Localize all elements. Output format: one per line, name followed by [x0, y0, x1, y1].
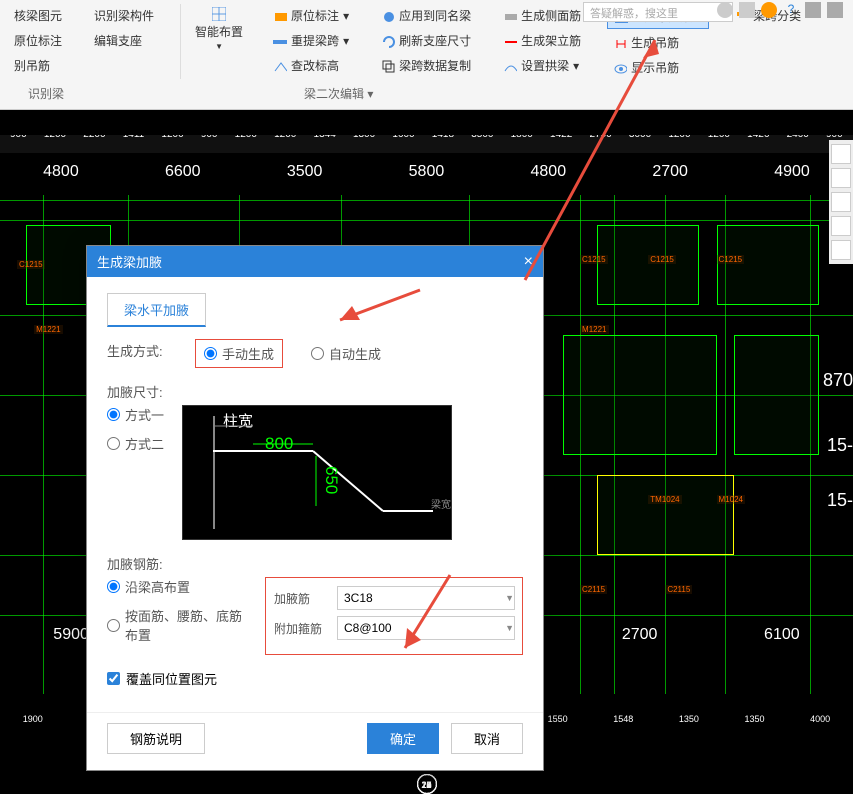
input-extra-stirrup[interactable]: [337, 616, 515, 640]
top-icons: ?: [717, 2, 843, 18]
right-dim-1: 870: [823, 370, 853, 391]
cad-tag: M1024: [717, 495, 745, 504]
beam-icon: [503, 9, 517, 23]
radio-mode2[interactable]: 方式二: [107, 434, 164, 453]
cad-tag: C2115: [665, 585, 692, 594]
tool-2[interactable]: [831, 168, 851, 188]
ribbon-gen-side[interactable]: 生成侧面筋: [497, 4, 587, 27]
dropdown-icon[interactable]: ▼: [505, 593, 514, 603]
ribbon-respan[interactable]: 重提梁跨 ▾: [267, 29, 355, 52]
search-input[interactable]: 答疑解惑，搜这里: [583, 2, 733, 22]
dim-row-top: 480066003500 580048002700 4900: [0, 163, 853, 181]
diagram-h-dim: 800: [265, 434, 293, 454]
ok-button[interactable]: 确定: [367, 723, 439, 754]
ribbon-annot-a[interactable]: 原位标注 ▾: [267, 4, 355, 27]
cad-tag: C1215: [717, 255, 745, 264]
help-button[interactable]: 钢筋说明: [107, 723, 205, 754]
ribbon-smart-layout[interactable]: 智能布置▼: [189, 4, 249, 54]
cad-tag: M1221: [34, 325, 62, 334]
ruler-top: 90012002200 14111200900 120012001344 130…: [0, 135, 853, 153]
tool-3[interactable]: [831, 192, 851, 212]
dialog-header[interactable]: 生成梁加腋 ×: [87, 246, 543, 277]
ribbon-orig-annot[interactable]: 原位标注: [8, 29, 68, 52]
label-gen-mode: 生成方式:: [107, 339, 177, 360]
radio-mode1[interactable]: 方式一: [107, 405, 164, 424]
checkbox-overwrite[interactable]: 覆盖同位置图元: [107, 669, 523, 688]
radio-by-bars[interactable]: 按面筋、腰筋、底筋布置: [107, 606, 247, 644]
checkbox-overwrite-input[interactable]: [107, 672, 120, 685]
refresh-icon: [381, 34, 395, 48]
ribbon-check-beam[interactable]: 核梁图元: [8, 4, 68, 27]
shirt-icon[interactable]: [805, 2, 821, 18]
group-label-1: 识别梁: [28, 85, 64, 102]
right-toolbar: [829, 140, 853, 264]
group-label-2: 梁二次编辑 ▾: [304, 85, 373, 102]
eye-icon: [613, 61, 627, 75]
hanger-icon: [613, 36, 627, 50]
radio-manual-input[interactable]: [204, 347, 217, 360]
cad-tag: TM1024: [648, 495, 681, 504]
radio-auto[interactable]: 自动生成: [311, 344, 381, 363]
ribbon-toolbar: 答疑解惑，搜这里 ? 核梁图元 原位标注 别吊筋 识别梁构件 编辑支座 智能布置…: [0, 0, 853, 110]
radio-auto-input[interactable]: [311, 347, 324, 360]
ribbon-show-hanger[interactable]: 显示吊筋: [607, 56, 709, 79]
help-icon[interactable]: [761, 2, 777, 18]
arch-icon: [503, 59, 517, 73]
dropdown-icon[interactable]: ▼: [505, 623, 514, 633]
copy-icon: [381, 59, 395, 73]
radio-mode2-input[interactable]: [107, 437, 120, 450]
cad-tag: C1215: [580, 255, 608, 264]
ribbon-gen-erect[interactable]: 生成架立筋: [497, 29, 587, 52]
label-haunch-rebar: 加腋钢筋:: [107, 552, 177, 573]
ribbon-refresh-support[interactable]: 刷新支座尺寸: [375, 29, 477, 52]
cad-tag: C2115: [580, 585, 607, 594]
haunch-dialog: 生成梁加腋 × 梁水平加腋 生成方式: 手动生成 自动生成 加腋尺寸:: [86, 245, 544, 771]
respan-icon: [273, 34, 287, 48]
label-extra-stirrup: 附加箍筋: [274, 620, 329, 637]
svg-text:梁宽: 梁宽: [431, 498, 451, 511]
tool-1[interactable]: [831, 144, 851, 164]
ribbon-apply-same[interactable]: 应用到同名梁: [375, 4, 477, 27]
cad-tag: C1215: [648, 255, 676, 264]
elev-icon: [273, 59, 287, 73]
tab-horizontal-haunch[interactable]: 梁水平加腋: [107, 293, 206, 327]
ribbon-set-arch[interactable]: 设置拱梁 ▾: [497, 54, 587, 77]
question-icon[interactable]: ?: [783, 2, 799, 18]
cad-tag: C1215: [17, 260, 45, 269]
user-icon[interactable]: [717, 2, 733, 18]
radio-by-bars-input[interactable]: [107, 619, 120, 632]
radio-along-height-input[interactable]: [107, 580, 120, 593]
label-haunch-bar: 加腋筋: [274, 590, 329, 607]
ribbon-edit-support[interactable]: 编辑支座: [88, 29, 160, 52]
close-icon[interactable]: ×: [524, 253, 533, 271]
diagram-v-dim: 650: [321, 466, 341, 494]
tool-5[interactable]: [831, 240, 851, 260]
ribbon-stirrup[interactable]: 别吊筋: [8, 54, 68, 77]
tool-4[interactable]: [831, 216, 851, 236]
radio-mode1-input[interactable]: [107, 408, 120, 421]
grid-icon: [212, 7, 226, 21]
msg-icon[interactable]: [739, 2, 755, 18]
input-haunch-bar[interactable]: [337, 586, 515, 610]
right-dim-3: 15-: [827, 490, 853, 511]
tag-icon: [273, 9, 287, 23]
ribbon-gen-hanger[interactable]: 生成吊筋: [607, 31, 709, 54]
ribbon-identify-beam[interactable]: 识别梁构件: [88, 4, 160, 27]
apply-icon: [381, 9, 395, 23]
rebar-icon: [503, 34, 517, 48]
cancel-button[interactable]: 取消: [451, 723, 523, 754]
ribbon-span-copy[interactable]: 梁跨数据复制: [375, 54, 477, 77]
radio-manual[interactable]: 手动生成: [195, 339, 283, 368]
cad-tag: M1221: [580, 325, 608, 334]
right-dim-2: 15-: [827, 435, 853, 456]
haunch-diagram: 柱宽 梁宽 800 650: [182, 405, 452, 540]
label-haunch-size: 加腋尺寸:: [107, 380, 177, 401]
flag-icon[interactable]: [827, 2, 843, 18]
ribbon-elev[interactable]: 查改标高: [267, 54, 355, 77]
radio-along-height[interactable]: 沿梁高布置: [107, 577, 190, 596]
dialog-title: 生成梁加腋: [97, 252, 162, 271]
